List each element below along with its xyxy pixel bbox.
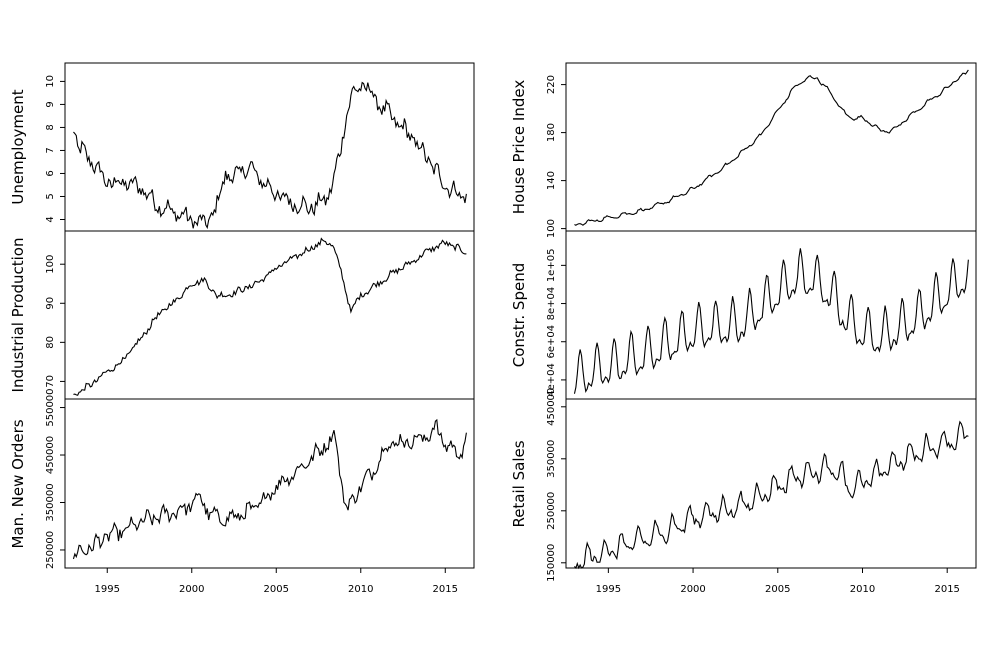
y-tick-label: 450000: [45, 436, 56, 474]
y-tick-label: 8e+04: [546, 287, 557, 321]
y-tick-label: 10: [45, 75, 56, 88]
x-tick-label: 1995: [95, 584, 120, 595]
y-tick-label: 6: [45, 170, 56, 176]
y-axis-label: House Price Index: [510, 80, 528, 215]
series-line: [574, 69, 969, 226]
x-tick-label: 2015: [433, 584, 458, 595]
y-tick-label: 4e+04: [546, 363, 557, 397]
panel-right-middle: 4e+04 6e+04 8e+04 1e+05 Constr. Spend: [510, 230, 977, 400]
y-axis-label: Constr. Spend: [510, 263, 528, 367]
panel-right-top: 100 140 180 220 House Price Index: [510, 62, 977, 238]
series-line: [573, 248, 969, 394]
x-tick-label: 2010: [850, 584, 875, 595]
y-tick-label: 80: [45, 336, 56, 349]
panel-left-bottom: 250000 350000 450000 550000 Man. New Orders 1…: [9, 388, 475, 595]
x-tick-label: 2005: [765, 584, 790, 595]
y-tick-label: 8: [45, 124, 56, 130]
y-tick-label: 220: [546, 75, 557, 94]
y-tick-label: 350000: [546, 440, 557, 478]
y-tick-label: 450000: [546, 388, 557, 426]
y-tick-label: 1e+05: [546, 249, 557, 283]
x-tick-label: 2000: [680, 584, 705, 595]
y-axis-label: Man. New Orders: [9, 419, 27, 548]
series-line: [73, 237, 467, 396]
series-line: [574, 420, 969, 570]
y-tick-label: 7: [45, 147, 56, 153]
y-tick-label: 350000: [45, 483, 56, 521]
panel-frame: [565, 62, 977, 232]
y-tick-label: 90: [45, 297, 56, 310]
y-tick-label: 250000: [546, 492, 557, 530]
panel-left-top: 4 5 6 7 8 9 10 Unemployment: [9, 62, 475, 232]
y-tick-label: 9: [45, 101, 56, 107]
series-line: [73, 81, 467, 230]
x-tick-label: 2005: [264, 584, 289, 595]
y-tick-label: 5: [45, 193, 56, 199]
x-tick-label: 2015: [934, 584, 959, 595]
x-tick-label: 2010: [348, 584, 373, 595]
y-tick-label: 100: [45, 255, 56, 274]
y-tick-label: 550000: [45, 388, 56, 426]
panel-right-bottom: 150000 250000 350000 450000 Retail Sales 1995…: [510, 388, 977, 595]
y-tick-label: 4: [45, 216, 56, 222]
panel-frame: [64, 62, 475, 232]
series-line: [72, 418, 467, 560]
panel-frame: [565, 398, 977, 569]
panel-frame: [64, 398, 475, 569]
y-tick-label: 140: [546, 171, 557, 190]
y-tick-label: 70: [45, 375, 56, 388]
y-tick-label: 180: [546, 123, 557, 142]
y-tick-label: 100: [546, 219, 557, 238]
panel-left-middle: 70 80 90 100 Industrial Production: [9, 230, 475, 400]
y-tick-label: 150000: [546, 544, 557, 582]
panel-frame: [565, 230, 977, 400]
y-tick-label: 6e+04: [546, 325, 557, 359]
y-axis-label: Unemployment: [9, 89, 27, 204]
y-tick-label: 250000: [45, 531, 56, 569]
y-axis-label: Retail Sales: [510, 440, 528, 527]
x-tick-label: 2000: [179, 584, 204, 595]
x-tick-label: 1995: [596, 584, 621, 595]
panel-frame: [64, 230, 475, 400]
y-axis-label: Industrial Production: [9, 238, 27, 393]
